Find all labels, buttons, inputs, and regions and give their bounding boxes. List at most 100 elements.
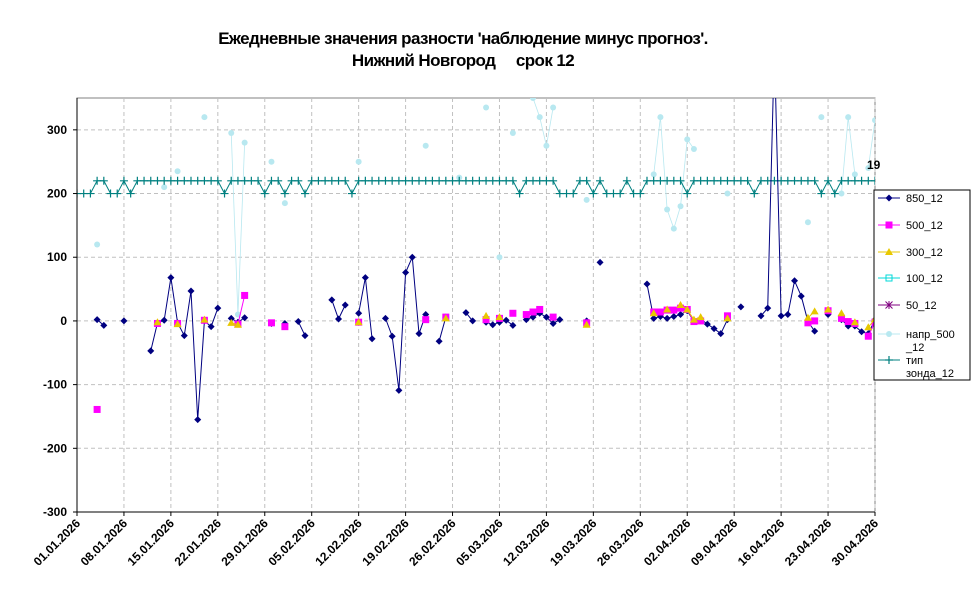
data-point <box>529 176 537 185</box>
data-point <box>227 314 235 322</box>
data-point <box>844 176 853 185</box>
x-tick-label: 16.04.2026 <box>735 516 788 569</box>
y-tick-label: 100 <box>47 250 67 264</box>
data-point <box>824 176 833 185</box>
data-point <box>173 320 182 328</box>
data-point <box>656 176 665 185</box>
data-point <box>421 176 430 185</box>
data-point <box>650 171 657 178</box>
data-point <box>207 176 216 185</box>
data-point <box>569 189 578 198</box>
legend-label: напр_500 <box>906 329 955 341</box>
data-point <box>724 190 731 197</box>
data-point <box>683 189 692 198</box>
y-tick-label: 200 <box>47 187 67 201</box>
data-point <box>689 315 698 323</box>
data-point <box>307 176 316 185</box>
data-point <box>515 189 524 198</box>
data-point <box>764 304 772 312</box>
data-point <box>160 316 168 324</box>
data-point <box>469 317 477 325</box>
data-point <box>522 176 531 185</box>
legend-label: 100_12 <box>906 273 943 285</box>
data-point <box>864 332 872 340</box>
data-point <box>435 176 444 185</box>
data-point <box>542 176 551 185</box>
data-point <box>166 176 175 185</box>
data-point <box>582 176 591 185</box>
data-point <box>173 176 182 185</box>
data-point <box>180 332 188 340</box>
data-point <box>194 416 202 424</box>
data-point <box>583 196 590 203</box>
data-point <box>241 139 248 146</box>
data-point <box>468 176 477 185</box>
plot-area <box>76 97 876 513</box>
series-layer <box>77 98 875 424</box>
data-point <box>327 176 336 185</box>
data-point <box>227 318 236 326</box>
data-point <box>483 104 490 111</box>
data-point <box>274 176 283 185</box>
legend-item: 850_12 <box>878 193 943 205</box>
legend: 850_12 500_12 300_12 100_12 50_12 напр_500_12… <box>873 189 971 381</box>
data-point <box>542 313 550 321</box>
data-point <box>670 306 678 314</box>
chart-title-line-1: Ежедневные значения разности 'наблюдение… <box>218 29 708 48</box>
data-point <box>408 176 417 185</box>
data-point <box>415 330 423 338</box>
x-tick-label: 26.03.2026 <box>594 516 647 569</box>
data-point <box>294 318 302 326</box>
x-tick-label: 05.03.2026 <box>453 516 506 569</box>
data-point <box>153 176 162 185</box>
data-point <box>757 176 765 185</box>
x-tick-label: 09.04.2026 <box>688 516 741 569</box>
data-point <box>684 136 691 143</box>
data-point <box>609 189 618 198</box>
data-point <box>213 176 222 185</box>
data-point <box>589 189 598 198</box>
legend-item: 500_12 <box>878 220 943 232</box>
data-point <box>354 318 363 326</box>
data-point <box>838 190 845 197</box>
data-point <box>696 313 705 321</box>
data-point <box>850 318 859 326</box>
data-point <box>207 323 215 331</box>
legend-label: 300_12 <box>906 247 943 259</box>
data-point <box>857 176 866 185</box>
data-point <box>697 317 705 325</box>
data-point <box>86 189 95 198</box>
data-point <box>502 316 510 324</box>
data-point <box>341 301 349 309</box>
series-line <box>867 120 875 169</box>
data-point <box>394 176 403 185</box>
data-point <box>335 315 343 323</box>
data-point <box>153 318 162 326</box>
data-point <box>422 142 429 149</box>
data-point <box>355 158 362 165</box>
data-point <box>845 114 852 121</box>
data-point <box>555 189 564 198</box>
x-tick-label: 12.02.2026 <box>312 516 365 569</box>
data-point <box>355 309 363 317</box>
legend-marker <box>885 356 893 364</box>
legend-label: зонда_12 <box>906 368 954 380</box>
data-point <box>737 303 745 311</box>
data-point <box>530 98 536 101</box>
data-point <box>777 312 785 320</box>
data-point <box>502 176 511 185</box>
x-tick-label: 08.01.2026 <box>78 516 131 569</box>
data-point <box>669 176 678 185</box>
data-point <box>522 311 530 319</box>
data-point <box>677 311 685 319</box>
data-point <box>811 317 819 325</box>
data-point <box>535 176 544 185</box>
data-point <box>240 176 249 185</box>
data-point <box>509 309 517 317</box>
data-point <box>368 335 376 343</box>
data-point <box>354 176 363 185</box>
data-point <box>689 176 698 185</box>
legend-marker <box>885 194 893 202</box>
data-point <box>441 314 450 322</box>
series--12 <box>77 176 875 198</box>
